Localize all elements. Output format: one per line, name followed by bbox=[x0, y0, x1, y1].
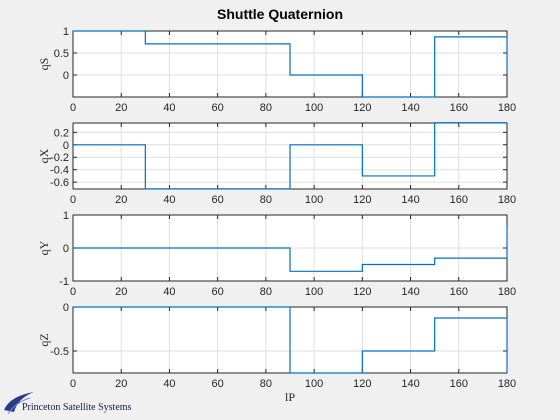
chart-title: Shuttle Quaternion bbox=[217, 6, 343, 22]
y-tick-label: 0 bbox=[63, 302, 69, 314]
y-axis-label: qX bbox=[37, 148, 51, 163]
x-axis-label: lP bbox=[285, 390, 295, 404]
x-tick-label: 40 bbox=[163, 286, 175, 298]
logo-swoosh-accent bbox=[7, 397, 31, 415]
x-tick-label: 20 bbox=[115, 378, 127, 390]
x-tick-label: 160 bbox=[450, 194, 468, 206]
y-tick-label: -0.5 bbox=[50, 346, 69, 358]
y-tick-label: 0.2 bbox=[54, 127, 69, 139]
x-tick-label: 140 bbox=[401, 102, 419, 114]
y-tick-label: 0 bbox=[63, 70, 69, 82]
x-tick-label: 60 bbox=[212, 286, 224, 298]
y-axis-label: qS bbox=[37, 58, 51, 71]
x-tick-label: 40 bbox=[163, 378, 175, 390]
y-tick-label: 1 bbox=[63, 210, 69, 222]
x-tick-label: 140 bbox=[401, 286, 419, 298]
x-tick-label: 100 bbox=[305, 286, 323, 298]
x-tick-label: 180 bbox=[498, 286, 516, 298]
x-tick-label: 40 bbox=[163, 194, 175, 206]
x-tick-label: 0 bbox=[70, 194, 76, 206]
y-axis-label: qY bbox=[37, 240, 51, 255]
x-tick-label: 100 bbox=[305, 378, 323, 390]
logo-text: Princeton Satellite Systems bbox=[22, 402, 132, 413]
y-tick-label: -0.2 bbox=[50, 152, 69, 164]
x-tick-label: 0 bbox=[70, 102, 76, 114]
x-tick-label: 0 bbox=[70, 378, 76, 390]
x-tick-label: 20 bbox=[115, 286, 127, 298]
x-tick-label: 40 bbox=[163, 102, 175, 114]
x-tick-label: 20 bbox=[115, 102, 127, 114]
x-tick-label: 60 bbox=[212, 378, 224, 390]
y-axis-label: qZ bbox=[37, 333, 51, 346]
x-tick-label: 120 bbox=[353, 286, 371, 298]
x-tick-label: 180 bbox=[498, 194, 516, 206]
subplot-qz: 0 20 40 60 80 100 120 140 160 180 -0.5 0 qZ bbox=[37, 302, 516, 390]
series-line bbox=[73, 306, 508, 374]
logo: Princeton Satellite Systems bbox=[4, 392, 132, 415]
x-tick-label: 160 bbox=[450, 102, 468, 114]
subplot-qs: 0 20 40 60 80 100 120 140 160 180 0 0.5 1 qS bbox=[37, 26, 516, 114]
x-tick-label: 60 bbox=[212, 194, 224, 206]
y-tick-label: 0 bbox=[63, 243, 69, 255]
x-tick-label: 100 bbox=[305, 102, 323, 114]
satellite-swoosh-icon bbox=[4, 392, 34, 412]
x-tick-label: 120 bbox=[353, 194, 371, 206]
x-tick-label: 80 bbox=[260, 378, 272, 390]
y-tick-label: 0.5 bbox=[54, 48, 69, 60]
series-line bbox=[73, 30, 508, 98]
x-tick-label: 120 bbox=[353, 102, 371, 114]
x-tick-label: 160 bbox=[450, 286, 468, 298]
series-line bbox=[73, 224, 508, 272]
y-tick-label: 0 bbox=[63, 140, 69, 152]
x-tick-label: 80 bbox=[260, 194, 272, 206]
series-line bbox=[73, 122, 507, 190]
x-tick-label: 140 bbox=[401, 194, 419, 206]
x-tick-label: 100 bbox=[305, 194, 323, 206]
y-tick-label: 1 bbox=[63, 26, 69, 38]
x-tick-label: 20 bbox=[115, 194, 127, 206]
x-tick-label: 160 bbox=[450, 378, 468, 390]
x-tick-label: 80 bbox=[260, 102, 272, 114]
y-tick-label: -0.4 bbox=[50, 165, 69, 177]
y-tick-label: -1 bbox=[59, 276, 69, 288]
x-tick-label: 120 bbox=[353, 378, 371, 390]
y-tick-label: -0.6 bbox=[50, 177, 69, 189]
x-tick-label: 140 bbox=[401, 378, 419, 390]
x-tick-label: 0 bbox=[70, 286, 76, 298]
x-tick-label: 180 bbox=[498, 102, 516, 114]
subplot-qx: 0 20 40 60 80 100 120 140 160 180-0.6-0.4-0.200.2… bbox=[37, 122, 516, 206]
x-tick-label: 60 bbox=[212, 102, 224, 114]
x-tick-label: 180 bbox=[498, 378, 516, 390]
x-tick-label: 80 bbox=[260, 286, 272, 298]
